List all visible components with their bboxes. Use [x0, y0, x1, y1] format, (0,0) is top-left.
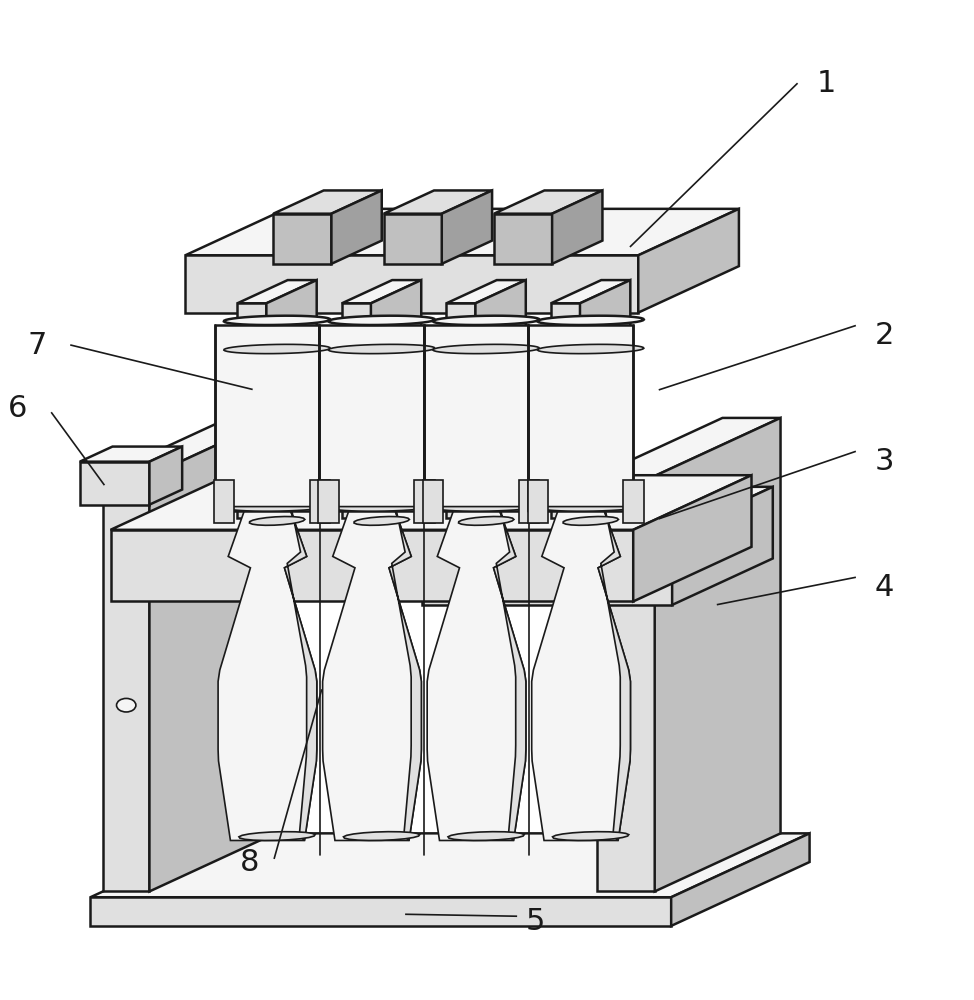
Polygon shape	[532, 511, 630, 840]
Polygon shape	[671, 833, 809, 926]
Polygon shape	[214, 325, 319, 511]
Polygon shape	[218, 511, 317, 840]
Polygon shape	[249, 517, 305, 525]
Polygon shape	[80, 462, 149, 505]
Polygon shape	[423, 533, 672, 605]
Polygon shape	[446, 303, 475, 518]
Polygon shape	[424, 325, 528, 511]
Polygon shape	[322, 511, 422, 840]
Polygon shape	[428, 511, 526, 840]
Polygon shape	[494, 214, 552, 264]
Polygon shape	[318, 480, 339, 523]
Polygon shape	[563, 517, 618, 525]
Text: 2: 2	[875, 321, 894, 350]
Polygon shape	[623, 480, 644, 523]
Polygon shape	[239, 832, 316, 840]
Polygon shape	[528, 325, 633, 511]
Polygon shape	[494, 507, 526, 840]
Polygon shape	[638, 209, 739, 313]
Text: 8: 8	[241, 848, 260, 877]
Polygon shape	[597, 418, 780, 476]
Polygon shape	[110, 475, 752, 530]
Polygon shape	[672, 487, 772, 605]
Polygon shape	[538, 316, 644, 325]
Polygon shape	[342, 280, 421, 303]
Polygon shape	[551, 303, 580, 518]
Polygon shape	[442, 190, 492, 264]
Text: 7: 7	[27, 331, 47, 360]
Polygon shape	[475, 280, 526, 518]
Text: 3: 3	[875, 447, 894, 476]
Polygon shape	[446, 280, 526, 303]
Polygon shape	[331, 190, 382, 264]
Polygon shape	[552, 190, 603, 264]
Polygon shape	[633, 475, 752, 601]
Polygon shape	[552, 832, 629, 840]
Polygon shape	[328, 316, 434, 325]
Polygon shape	[528, 480, 547, 523]
Polygon shape	[342, 303, 371, 518]
Polygon shape	[185, 255, 638, 313]
Polygon shape	[224, 344, 330, 354]
Polygon shape	[448, 832, 524, 840]
Polygon shape	[597, 476, 655, 891]
Text: 1: 1	[816, 69, 836, 98]
Polygon shape	[538, 344, 644, 354]
Polygon shape	[185, 209, 739, 255]
Polygon shape	[519, 480, 540, 523]
Polygon shape	[389, 507, 422, 840]
Polygon shape	[459, 517, 514, 525]
Polygon shape	[91, 897, 671, 926]
Polygon shape	[238, 303, 266, 518]
Polygon shape	[655, 418, 780, 891]
Polygon shape	[238, 280, 317, 303]
Polygon shape	[432, 507, 539, 511]
Ellipse shape	[117, 698, 136, 712]
Text: 4: 4	[875, 573, 894, 602]
Text: 5: 5	[526, 907, 545, 936]
Polygon shape	[103, 418, 276, 476]
Polygon shape	[91, 833, 809, 897]
Polygon shape	[423, 487, 772, 533]
Polygon shape	[432, 316, 540, 325]
Polygon shape	[580, 280, 630, 518]
Polygon shape	[224, 507, 329, 511]
Text: 6: 6	[8, 394, 27, 423]
Polygon shape	[310, 480, 330, 523]
Polygon shape	[328, 507, 433, 511]
Polygon shape	[551, 280, 630, 303]
Polygon shape	[494, 190, 603, 214]
Polygon shape	[414, 480, 434, 523]
Polygon shape	[384, 190, 492, 214]
Polygon shape	[354, 517, 409, 525]
Polygon shape	[103, 476, 149, 891]
Polygon shape	[214, 480, 234, 523]
Polygon shape	[538, 507, 643, 511]
Polygon shape	[423, 480, 443, 523]
Polygon shape	[384, 214, 442, 264]
Polygon shape	[432, 344, 540, 354]
Polygon shape	[328, 344, 434, 354]
Polygon shape	[224, 316, 330, 325]
Polygon shape	[274, 214, 331, 264]
Polygon shape	[149, 447, 182, 505]
Polygon shape	[110, 530, 633, 601]
Polygon shape	[319, 325, 424, 511]
Polygon shape	[284, 507, 317, 840]
Polygon shape	[80, 447, 182, 462]
Polygon shape	[598, 507, 630, 840]
Polygon shape	[344, 832, 420, 840]
Polygon shape	[274, 190, 382, 214]
Polygon shape	[266, 280, 317, 518]
Polygon shape	[371, 280, 421, 518]
Polygon shape	[149, 418, 276, 891]
